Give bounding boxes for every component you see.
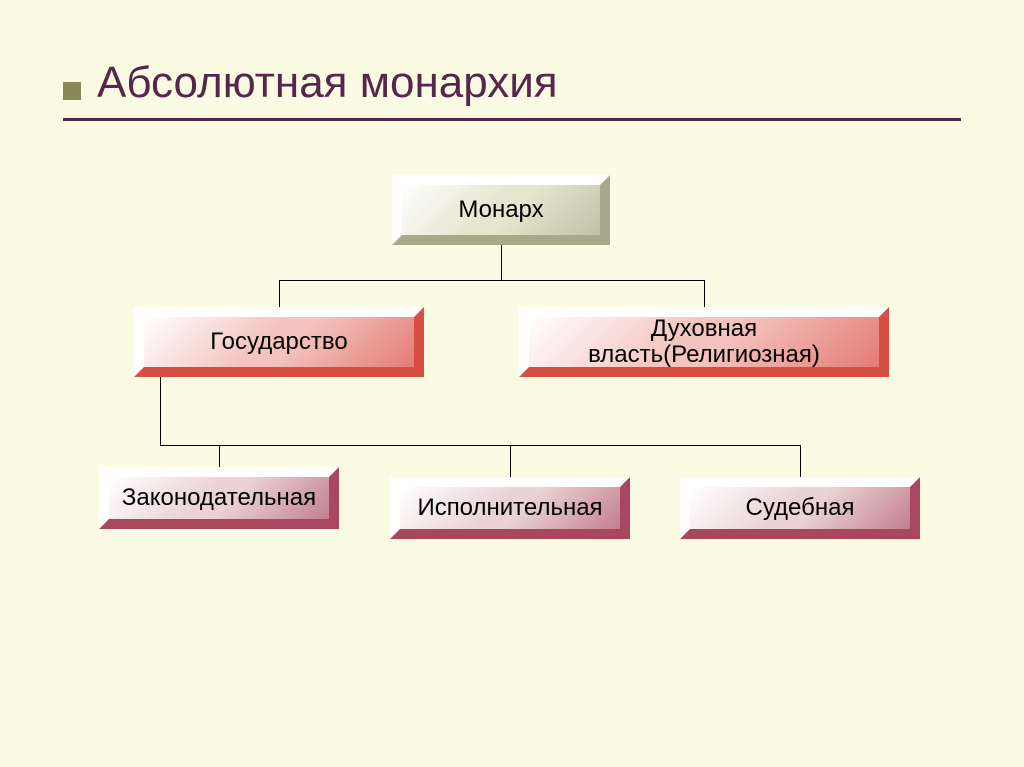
connector-segment: [279, 280, 280, 308]
node-executive: Исполнительная: [390, 477, 630, 539]
node-state: Государство: [134, 307, 424, 377]
node-label: Духовная власть(Религиозная): [529, 316, 879, 369]
connector-segment: [800, 445, 801, 478]
node-label: Судебная: [742, 495, 859, 521]
connector-segment: [219, 445, 220, 468]
node-label: Государство: [206, 329, 351, 355]
connector-segment: [160, 377, 161, 446]
node-label: Исполнительная: [413, 495, 606, 521]
node-monarch: Монарх: [392, 175, 610, 245]
node-spiritual: Духовная власть(Религиозная): [519, 307, 889, 377]
node-judicial: Судебная: [680, 477, 920, 539]
node-legislative: Законодательная: [99, 467, 339, 529]
connector-segment: [279, 280, 705, 281]
connector-segment: [501, 245, 502, 281]
connector-segment: [704, 280, 705, 308]
slide-canvas: Абсолютная монархия МонархГосударствоДух…: [0, 0, 1024, 767]
node-label: Монарх: [454, 197, 547, 223]
connector-segment: [510, 445, 511, 478]
connector-segment: [160, 445, 801, 446]
diagram-stage: Монарх Государство Духовная власть(Религио…: [0, 0, 1024, 767]
node-label: Законодательная: [118, 485, 320, 511]
